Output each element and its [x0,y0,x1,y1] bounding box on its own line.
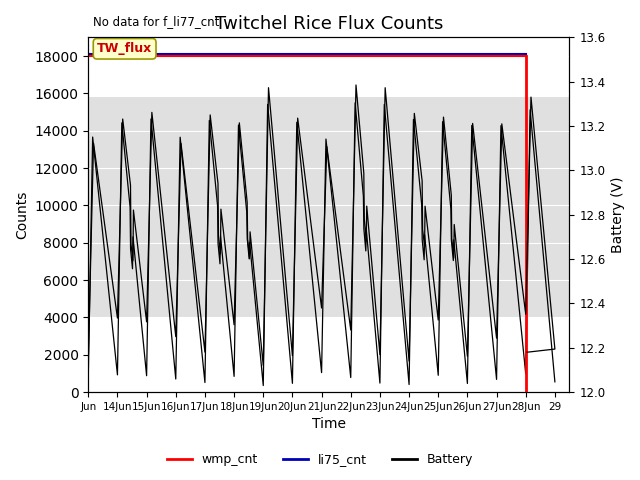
X-axis label: Time: Time [312,418,346,432]
Text: No data for f_li77_cnt: No data for f_li77_cnt [93,15,220,28]
Bar [88,97,570,317]
Legend: wmp_cnt, li75_cnt, Battery: wmp_cnt, li75_cnt, Battery [162,448,478,471]
Y-axis label: Battery (V): Battery (V) [611,177,625,253]
Y-axis label: Counts: Counts [15,191,29,239]
Text: TW_flux: TW_flux [97,42,152,55]
Title: Twitchel Rice Flux Counts: Twitchel Rice Flux Counts [214,15,443,33]
